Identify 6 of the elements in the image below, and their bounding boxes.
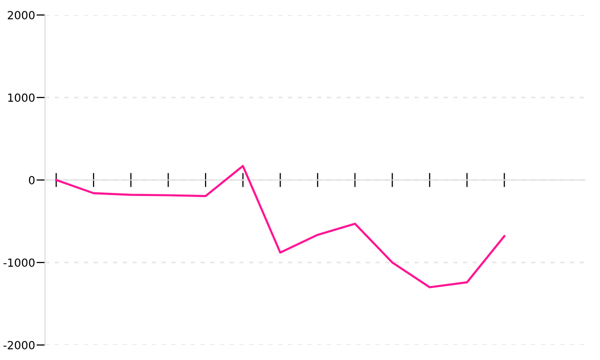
y-tick-label: 1000: [8, 93, 35, 102]
y-tick-label: -2000: [4, 340, 35, 350]
y-tick-label: 2000: [8, 10, 35, 20]
y-tick-label: -1000: [4, 258, 35, 267]
y-tick-label: 0: [28, 176, 35, 184]
line-series: [55, 164, 506, 288]
